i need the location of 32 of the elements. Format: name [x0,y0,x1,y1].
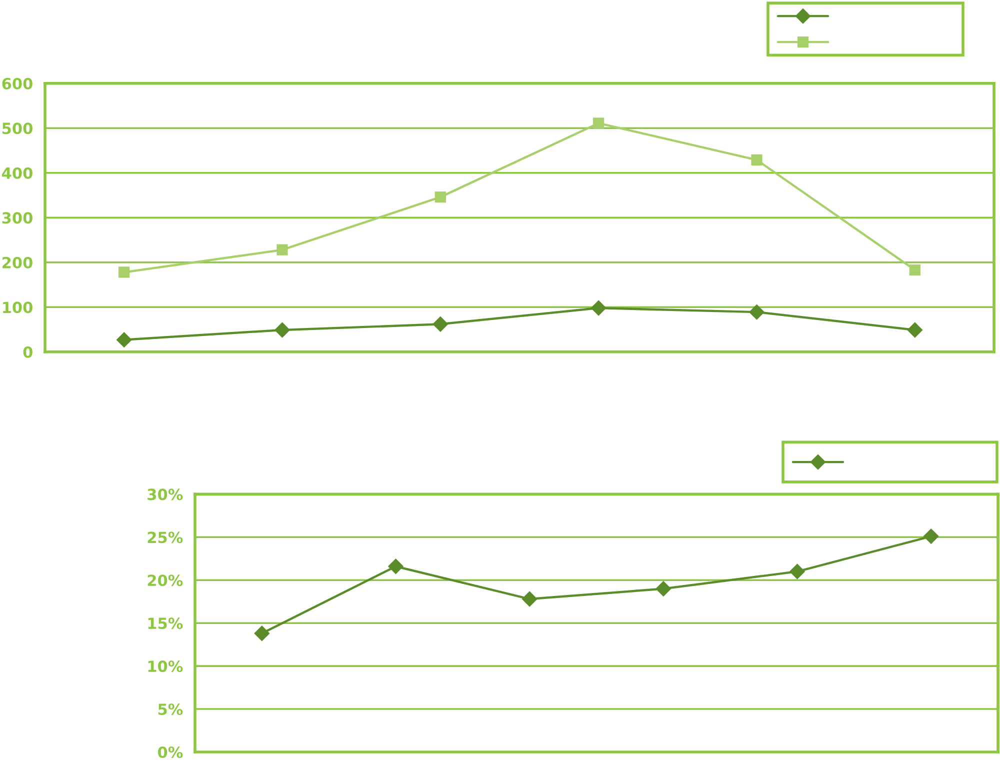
y-tick-label: 20% [148,574,183,586]
point [924,528,939,544]
point [432,316,448,332]
y-tick-label: 0 [23,346,32,358]
y-tick-label: 100 [3,302,32,314]
point [118,266,130,278]
point [593,118,604,129]
y-tick-label: 300 [2,212,32,224]
y-tick-label: 15% [148,618,183,630]
y-tick-label: 0% [158,746,183,758]
point [276,244,288,256]
point [790,564,805,580]
point [591,300,606,316]
point [254,626,270,641]
point [751,154,762,166]
point [749,304,764,320]
y-tick-label: 500 [2,122,32,134]
y-tick-label: 10% [148,660,183,672]
y-tick-label: 200 [2,256,32,268]
y-tick-label: 400 [2,167,32,179]
point [434,192,446,203]
y-tick-label: 600 [2,78,32,90]
point [909,264,920,276]
point [522,591,538,607]
y-tick-label: 30% [148,488,183,500]
point [388,558,404,574]
point [656,581,671,596]
point [116,332,132,348]
point [274,322,290,338]
y-tick-label: 25% [148,532,183,544]
y-tick-label: 5% [158,703,183,716]
point [907,322,922,338]
